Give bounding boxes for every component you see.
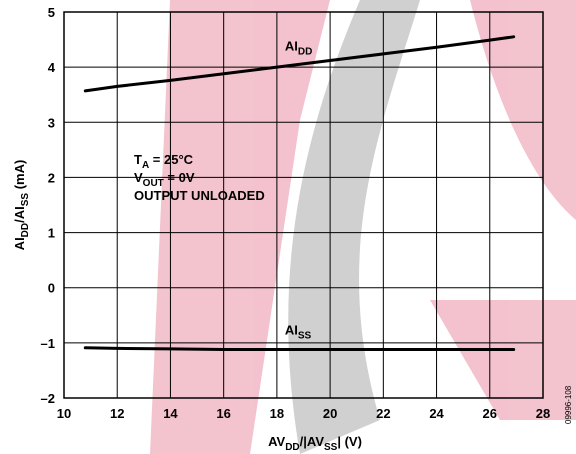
- series-line-aiss: [83, 346, 516, 351]
- x-tick-label: 24: [429, 406, 444, 421]
- annotation-vout: VOUT = 0V: [134, 170, 195, 189]
- y-axis-label-tail: (mA): [12, 160, 27, 193]
- watermark-shape-bottom: [430, 300, 576, 420]
- series-line-aidd: [83, 35, 516, 93]
- annotation-temperature-base: T: [134, 152, 142, 167]
- y-tick-label: 3: [48, 115, 55, 130]
- watermark-shape-left: [150, 0, 330, 454]
- x-tick-label: 14: [163, 406, 178, 421]
- y-tick-label: –2: [41, 391, 55, 406]
- x-axis-label-mid: /|AV: [300, 434, 325, 449]
- y-tick-label: –1: [41, 336, 55, 351]
- annotation-vout-sub: OUT: [143, 178, 164, 189]
- annotation-temperature: TA = 25°C: [134, 152, 194, 171]
- watermark-shape-right: [470, 0, 576, 220]
- y-tick-label: 1: [48, 226, 55, 241]
- series-label-aidd-sub: DD: [298, 47, 312, 58]
- x-axis-label: AVDD/|AVSS| (V): [268, 434, 362, 453]
- y-tick-label: 5: [48, 5, 55, 20]
- annotation-vout-base: V: [134, 170, 143, 185]
- watermark: [150, 0, 576, 454]
- y-axis-label-mid: /AI: [12, 206, 27, 223]
- y-tick-label: 4: [48, 60, 56, 75]
- x-tick-label: 16: [216, 406, 230, 421]
- watermark-shape-gray: [288, 0, 420, 454]
- y-axis-label: AIDD/AISS (mA): [12, 160, 31, 251]
- annotation-temperature-sub: A: [142, 160, 149, 171]
- x-tick-label: 10: [57, 406, 71, 421]
- y-tick-label: 2: [48, 170, 55, 185]
- annotation: TA = 25°C VOUT = 0V OUTPUT UNLOADED: [134, 152, 265, 203]
- y-tick-label: 0: [48, 281, 55, 296]
- annotation-vout-value: = 0V: [164, 170, 195, 185]
- x-tick-label: 18: [270, 406, 284, 421]
- x-tick-label: 22: [376, 406, 390, 421]
- series-label-aiss-sub: SS: [298, 331, 312, 342]
- series-label-aiss: AISS: [285, 323, 312, 342]
- series-label-aidd: AIDD: [285, 39, 312, 58]
- x-tick-label: 12: [110, 406, 124, 421]
- figure-id: 09996-108: [564, 385, 573, 424]
- series-label-aidd-base: AI: [285, 39, 298, 54]
- series-group: [83, 35, 516, 351]
- annotation-output-unloaded: OUTPUT UNLOADED: [134, 188, 265, 203]
- x-axis-label-sub2: SS: [324, 442, 338, 453]
- grid: [64, 12, 543, 398]
- x-tick-label: 26: [483, 406, 497, 421]
- x-axis-label-tail: | (V): [337, 434, 362, 449]
- plot-frame: [63, 11, 544, 399]
- x-axis-label-base: AV: [268, 434, 285, 449]
- annotation-temperature-value: = 25°C: [149, 152, 193, 167]
- y-axis-label-sub2: SS: [20, 193, 31, 207]
- y-axis-label-sub1: DD: [20, 223, 31, 237]
- x-tick-label: 20: [323, 406, 337, 421]
- x-tick-label: 28: [536, 406, 550, 421]
- series-label-aiss-base: AI: [285, 323, 298, 338]
- y-axis-label-base: AI: [12, 237, 27, 250]
- x-axis-label-sub1: DD: [285, 442, 299, 453]
